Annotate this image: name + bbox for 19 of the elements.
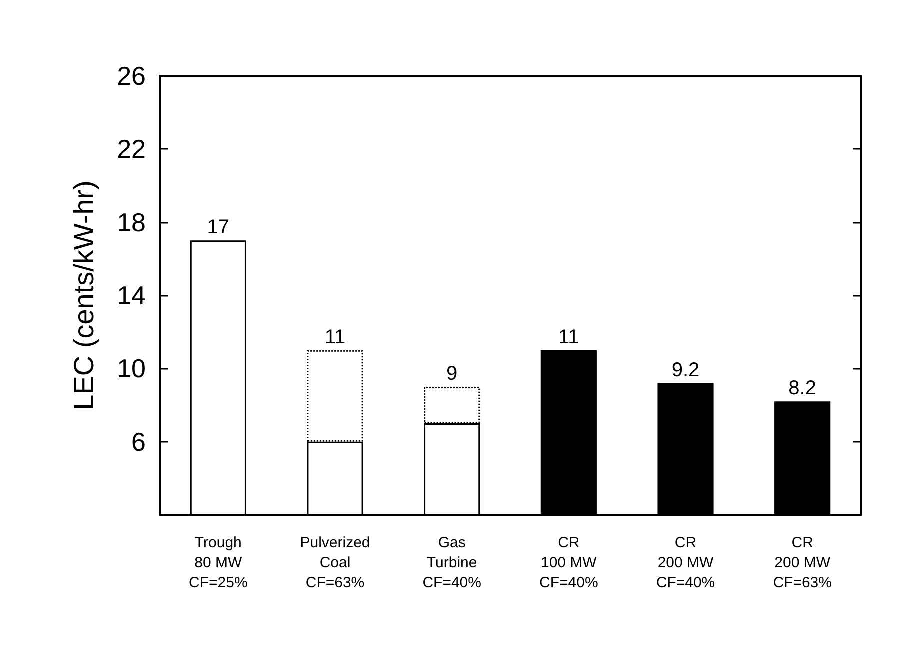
y-tick-label: 6 bbox=[132, 426, 146, 457]
total-label: 17 bbox=[207, 216, 230, 239]
x-tick-label: CR 200 MW CF=63% bbox=[773, 534, 832, 592]
y-tick-label: 14 bbox=[117, 280, 146, 310]
y-axis-title: LEC (cents/kW-hr) bbox=[68, 180, 100, 410]
y-tick-label: 10 bbox=[117, 354, 146, 384]
x-tick-label: CR 100 MW CF=40% bbox=[540, 534, 598, 592]
y-tick-label: 26 bbox=[117, 61, 146, 91]
x-tick-label: Pulverized Coal CF=63% bbox=[300, 534, 370, 592]
y-tick-label: 18 bbox=[117, 207, 146, 238]
total-label: 8.2 bbox=[788, 378, 816, 400]
total-label: 11 bbox=[324, 326, 346, 348]
total-label: 11 bbox=[558, 326, 580, 348]
total-label: 9.2 bbox=[672, 359, 700, 382]
x-tick-label: CR 200 MW CF=40% bbox=[656, 534, 716, 592]
x-tick-label: Trough 80 MW CF=25% bbox=[189, 534, 248, 592]
total-label: 9 bbox=[446, 362, 458, 385]
y-tick-label: 22 bbox=[117, 134, 146, 164]
x-tick-label: Gas Turbine CF=40% bbox=[422, 534, 482, 592]
